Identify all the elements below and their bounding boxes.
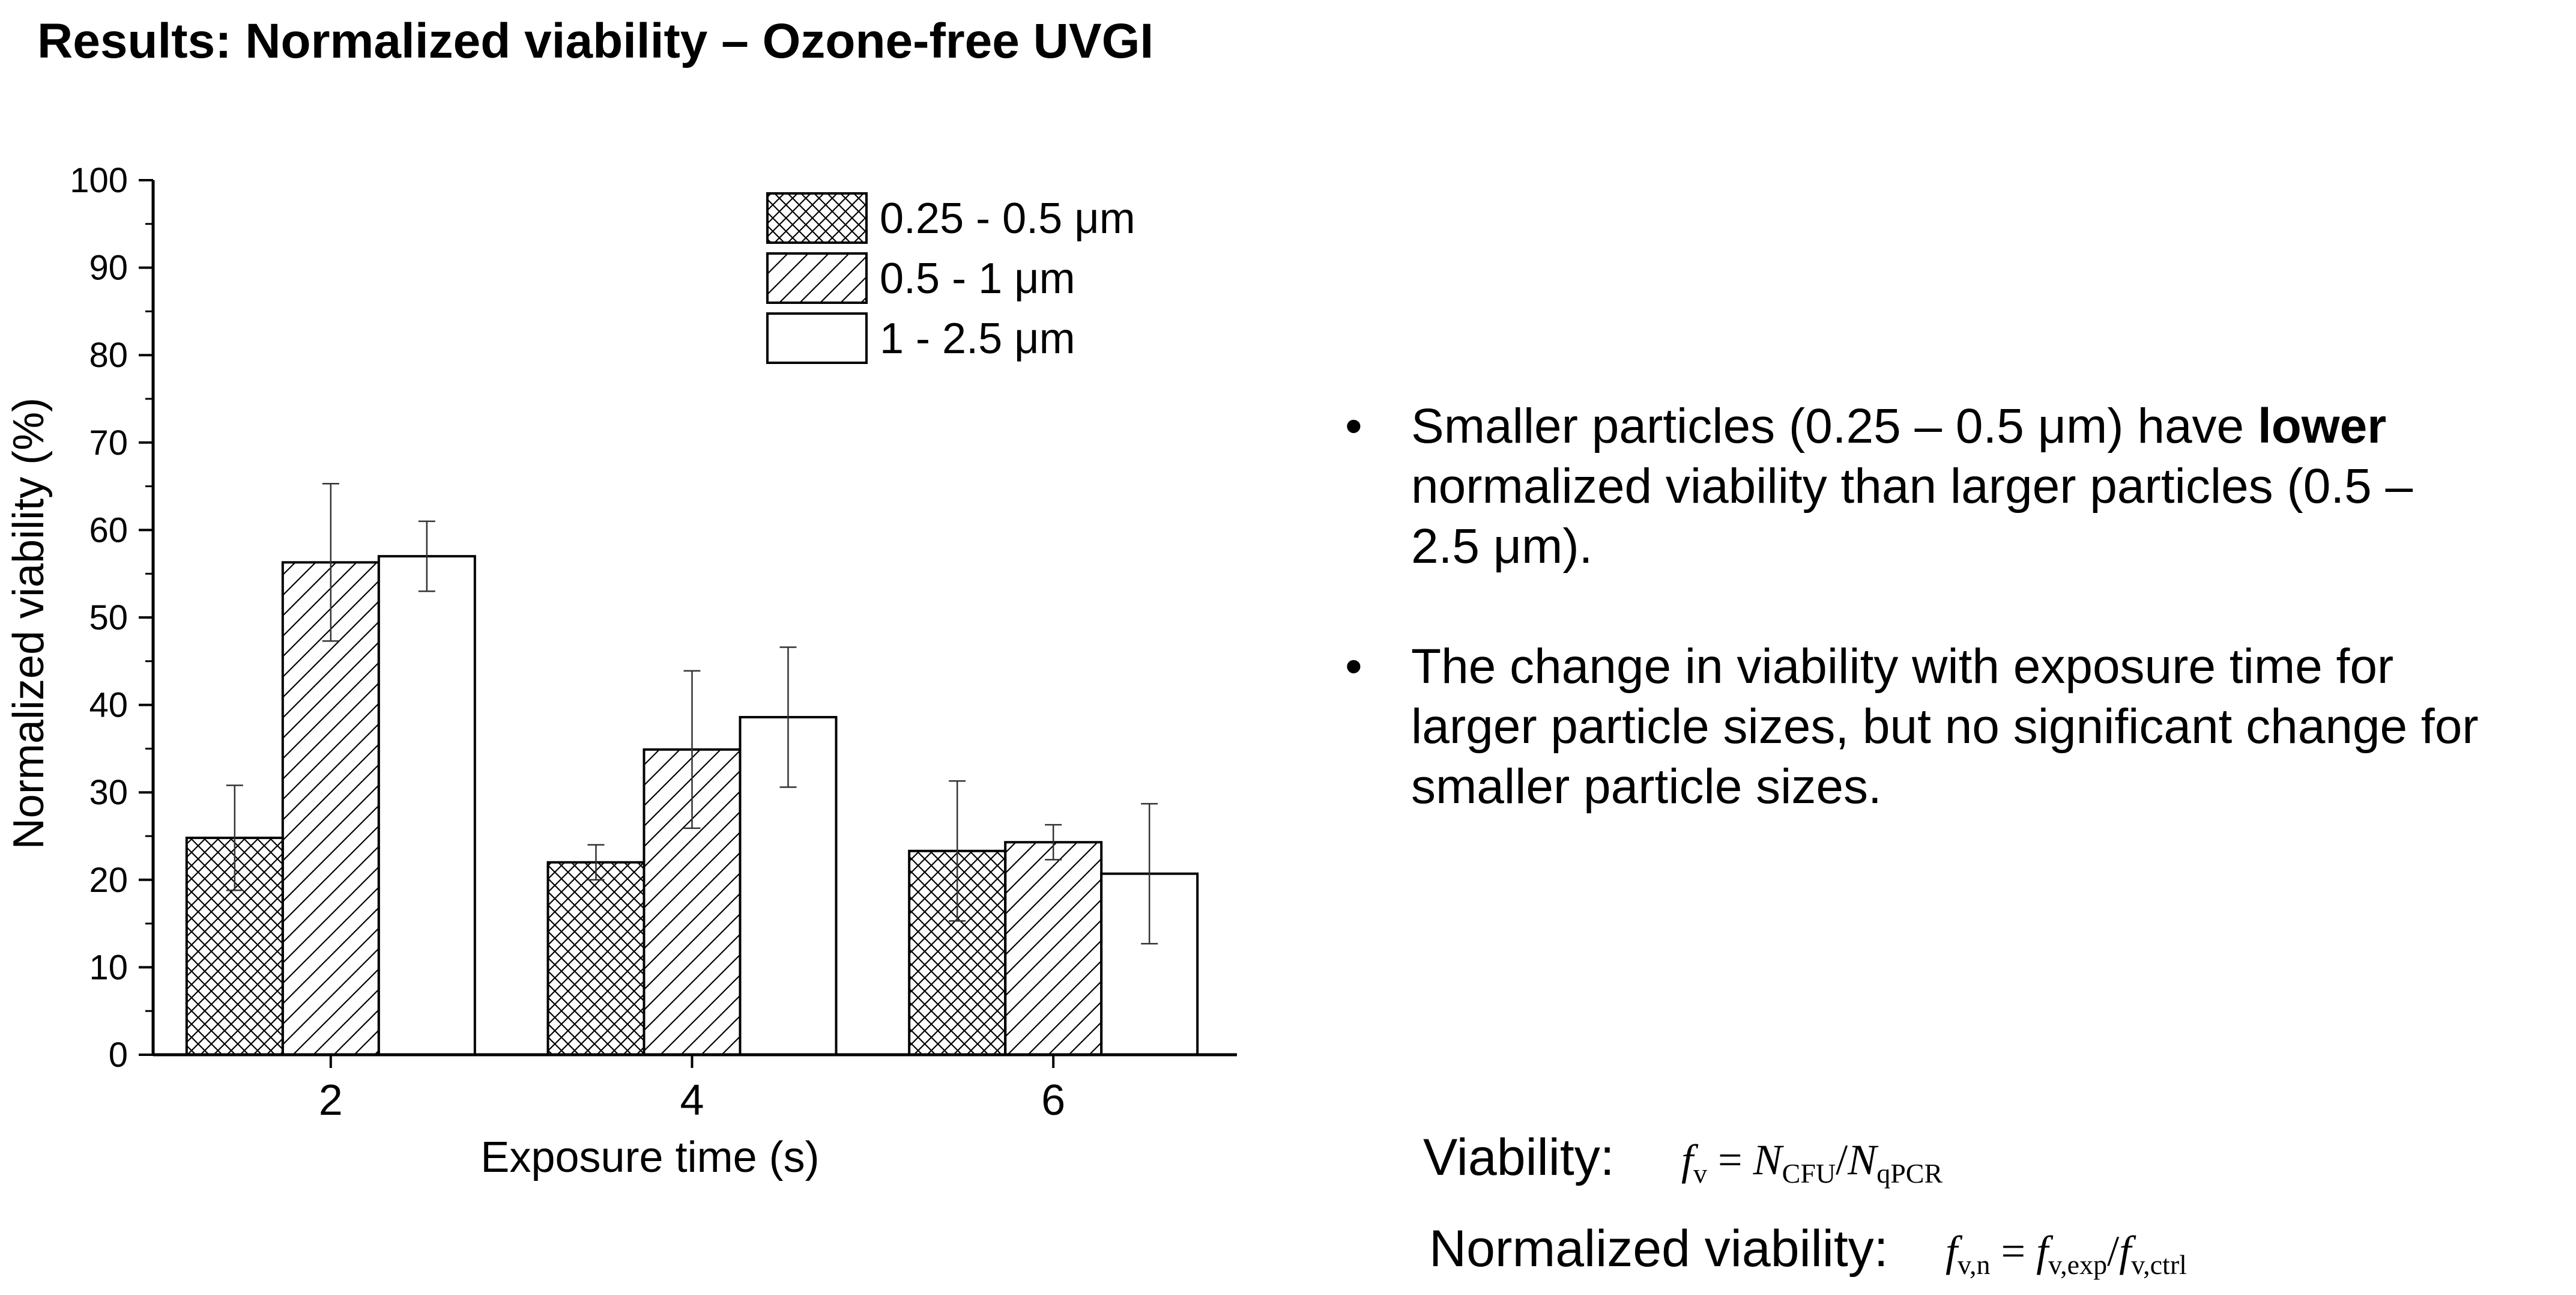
bullet-emphasis: lower (2257, 399, 2387, 453)
y-tick-label: 0 (109, 1036, 128, 1075)
y-tick-label: 90 (89, 249, 128, 288)
y-tick-label: 50 (89, 598, 128, 637)
normalized-viability-formula-row: Normalized viability: fv,n = fv,exp/fv,c… (1429, 1219, 2187, 1280)
bullet-list: • Smaller particles (0.25 – 0.5 μm) have … (1345, 396, 2486, 877)
bar (377, 555, 476, 1056)
legend-swatch (766, 312, 868, 364)
legend-label: 1 - 2.5 μm (880, 315, 1075, 363)
x-tick-label: 4 (680, 1076, 704, 1124)
y-axis-label: Normalized viability (%) (5, 398, 53, 849)
legend-label: 0.5 - 1 μm (880, 255, 1075, 303)
bullet-dot: • (1345, 399, 1362, 453)
bullet-text: The change in viability with exposure ti… (1411, 639, 2479, 814)
y-tick-label: 40 (89, 686, 128, 725)
y-tick-label: 20 (89, 861, 128, 900)
y-tick-label: 30 (89, 773, 128, 812)
x-axis-label: Exposure time (s) (480, 1133, 819, 1181)
bullet-item: • The change in viability with exposure t… (1345, 637, 2486, 817)
y-tick-label: 10 (89, 948, 128, 987)
legend-swatch (766, 252, 868, 304)
viability-formula-row: Viability: fv = NCFU/NqPCR (1423, 1128, 1943, 1189)
bar (1004, 841, 1103, 1057)
y-tick-label: 60 (89, 511, 128, 550)
y-tick-label: 100 (70, 161, 128, 200)
viability-formula: fv = NCFU/NqPCR (1681, 1136, 1943, 1189)
y-tick-label: 80 (89, 336, 128, 375)
x-tick-label: 2 (319, 1076, 343, 1124)
bullet-text: Smaller particles (0.25 – 0.5 μm) have (1411, 399, 2258, 453)
bar (546, 861, 646, 1057)
viability-label: Viability: (1423, 1129, 1615, 1186)
bullet-dot: • (1345, 639, 1362, 694)
legend-swatch (766, 192, 868, 244)
bar-chart: 0 10 20 30 40 50 60 70 80 90 100 2 4 6 Exposure time (… (5, 161, 1237, 1181)
normalized-viability-label: Normalized viability: (1429, 1220, 1888, 1278)
page-title: Results: Normalized viability – Ozone-fr… (37, 14, 1154, 68)
legend-label: 0.25 - 0.5 μm (880, 195, 1135, 243)
x-tick-label: 6 (1041, 1076, 1065, 1124)
bullet-text: normalized viability than larger particl… (1411, 459, 2413, 574)
y-tick-label: 70 (89, 423, 128, 462)
normalized-viability-formula: fv,n = fv,exp/fv,ctrl (1946, 1227, 2187, 1280)
bullet-item: • Smaller particles (0.25 – 0.5 μm) have … (1345, 396, 2486, 577)
